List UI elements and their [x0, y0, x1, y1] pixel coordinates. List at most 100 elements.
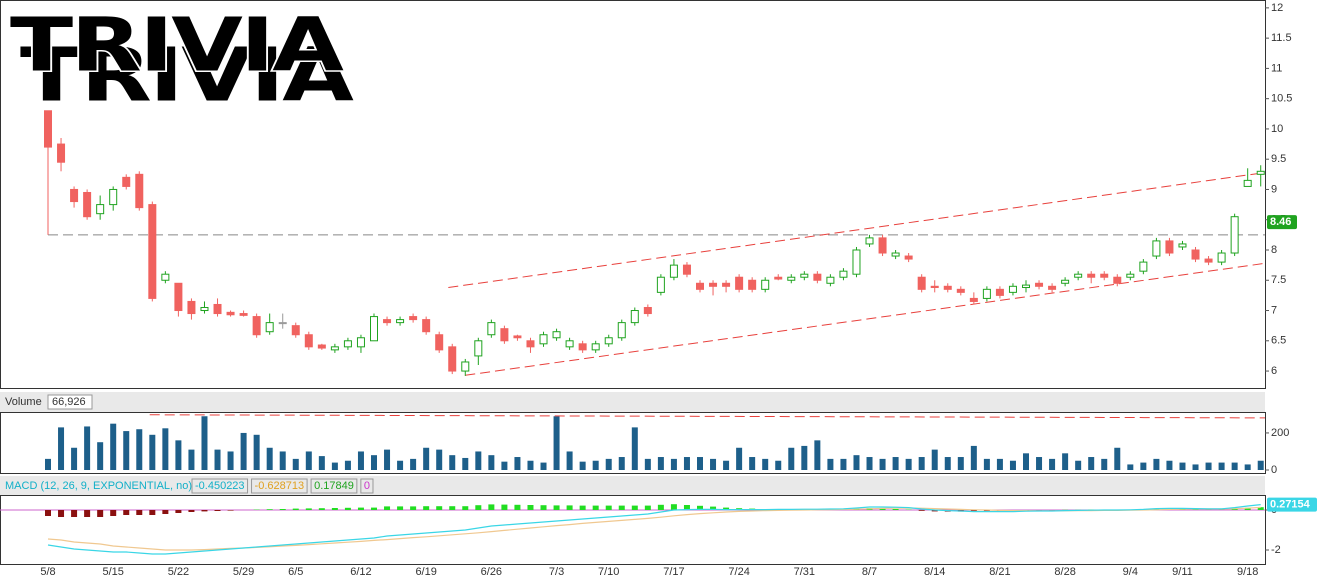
volume-bar: [762, 458, 769, 470]
candle-body: [643, 306, 652, 315]
volume-bar: [1049, 458, 1056, 470]
candle-body: [252, 316, 261, 336]
macd-histogram-bar: [540, 505, 547, 510]
macd-histogram-bar: [423, 506, 430, 510]
volume-bar: [905, 458, 912, 470]
candle-body: [1061, 279, 1070, 284]
volume-bar: [618, 457, 625, 470]
volume-bar: [318, 456, 325, 470]
candle-body: [852, 249, 861, 275]
volume-bar: [775, 460, 782, 470]
candle-body: [435, 334, 444, 351]
candle-body: [774, 276, 783, 280]
volume-bar: [631, 427, 638, 470]
volume-bar: [736, 447, 743, 470]
volume-readout-box: [47, 394, 93, 410]
volume-header: [0, 392, 1265, 412]
macd-histogram-bar: [723, 507, 730, 510]
candle-body: [1217, 252, 1226, 263]
logo-shadow: TRIVIA: [20, 31, 354, 118]
volume-bar: [723, 460, 730, 470]
macd-histogram-bar: [527, 505, 534, 510]
macd-histogram-bar: [892, 509, 899, 510]
macd-histogram-bar: [123, 510, 130, 515]
volume-bar: [605, 458, 612, 470]
volume-bar: [879, 458, 886, 470]
volume-bar: [162, 428, 169, 470]
macd-histogram-bar: [84, 510, 91, 517]
candle-body: [539, 334, 548, 345]
volume-bar: [527, 460, 534, 470]
volume-bar: [149, 434, 156, 470]
volume-bar: [996, 458, 1003, 470]
volume-bar: [892, 457, 899, 470]
candle-body: [995, 288, 1004, 296]
volume-bar: [1075, 460, 1082, 470]
x-tick-label: 6/26: [481, 566, 502, 578]
candle-body: [343, 340, 352, 348]
volume-bar: [814, 440, 821, 470]
price-panel: [0, 0, 1266, 389]
macd-histogram-bar: [683, 505, 690, 510]
candle-body: [461, 361, 470, 372]
macd-histogram-bar: [970, 510, 977, 512]
candle-body: [956, 288, 965, 293]
macd-histogram-bar: [931, 510, 938, 512]
volume-bar: [1205, 462, 1212, 470]
candle-body: [735, 276, 744, 290]
volume-bar: [801, 445, 808, 470]
x-tick-label: 6/19: [415, 566, 436, 578]
macd-histogram-bar: [918, 510, 925, 511]
candle-body: [383, 319, 392, 324]
candle-body: [1139, 261, 1148, 272]
volume-bar: [110, 423, 117, 470]
candle-body: [187, 300, 196, 315]
volume-bar: [866, 457, 873, 470]
volume-bar: [697, 457, 703, 470]
candle-body: [1256, 170, 1265, 175]
candle-body: [578, 343, 587, 351]
macd-histogram-bar: [1257, 507, 1264, 510]
y-tick-label: 200: [1271, 427, 1289, 439]
x-tick-label: 5/29: [233, 566, 254, 578]
macd-histogram-bar: [45, 510, 51, 516]
macd-histogram-bar: [214, 510, 221, 511]
candle-body: [552, 331, 561, 339]
candle-body: [213, 303, 222, 315]
volume-bar: [957, 457, 964, 470]
macd-histogram-bar: [136, 510, 143, 515]
volume-bar: [1179, 462, 1186, 470]
volume-bar: [592, 460, 599, 470]
y-tick-label: 9.5: [1271, 153, 1286, 165]
volume-bar: [553, 416, 560, 470]
volume-bar: [1231, 462, 1238, 470]
macd-histogram-bar: [384, 506, 391, 510]
x-tick-label: 5/8: [40, 566, 55, 578]
candle-body: [865, 237, 874, 245]
macd-histogram-bar: [410, 506, 417, 510]
volume-bar: [58, 427, 65, 470]
x-tick-label: 9/4: [1123, 566, 1138, 578]
x-tick-label: 7/31: [794, 566, 815, 578]
volume-bar: [1166, 460, 1173, 470]
volume-bar: [657, 457, 664, 470]
macd-histogram-bar: [110, 510, 117, 516]
y-tick-label: 6: [1271, 365, 1277, 377]
x-tick-label: 8/28: [1054, 566, 1075, 578]
candle-body: [930, 285, 939, 289]
macd-histogram-bar: [657, 504, 664, 510]
x-tick-label: 5/22: [168, 566, 189, 578]
volume-bar: [488, 455, 495, 470]
volume-bar: [357, 451, 364, 470]
candle-body: [1113, 276, 1122, 284]
macd-histogram-bar: [697, 505, 703, 510]
candle-body: [1074, 273, 1083, 278]
macd-histogram-bar: [371, 507, 377, 510]
x-tick-label: 5/15: [102, 566, 123, 578]
candle-body: [591, 343, 600, 351]
x-tick-label: 7/10: [598, 566, 619, 578]
volume-bar: [384, 449, 391, 470]
volume-bar: [853, 455, 860, 470]
macd-histogram-bar: [475, 505, 482, 510]
candle-body: [709, 282, 718, 287]
